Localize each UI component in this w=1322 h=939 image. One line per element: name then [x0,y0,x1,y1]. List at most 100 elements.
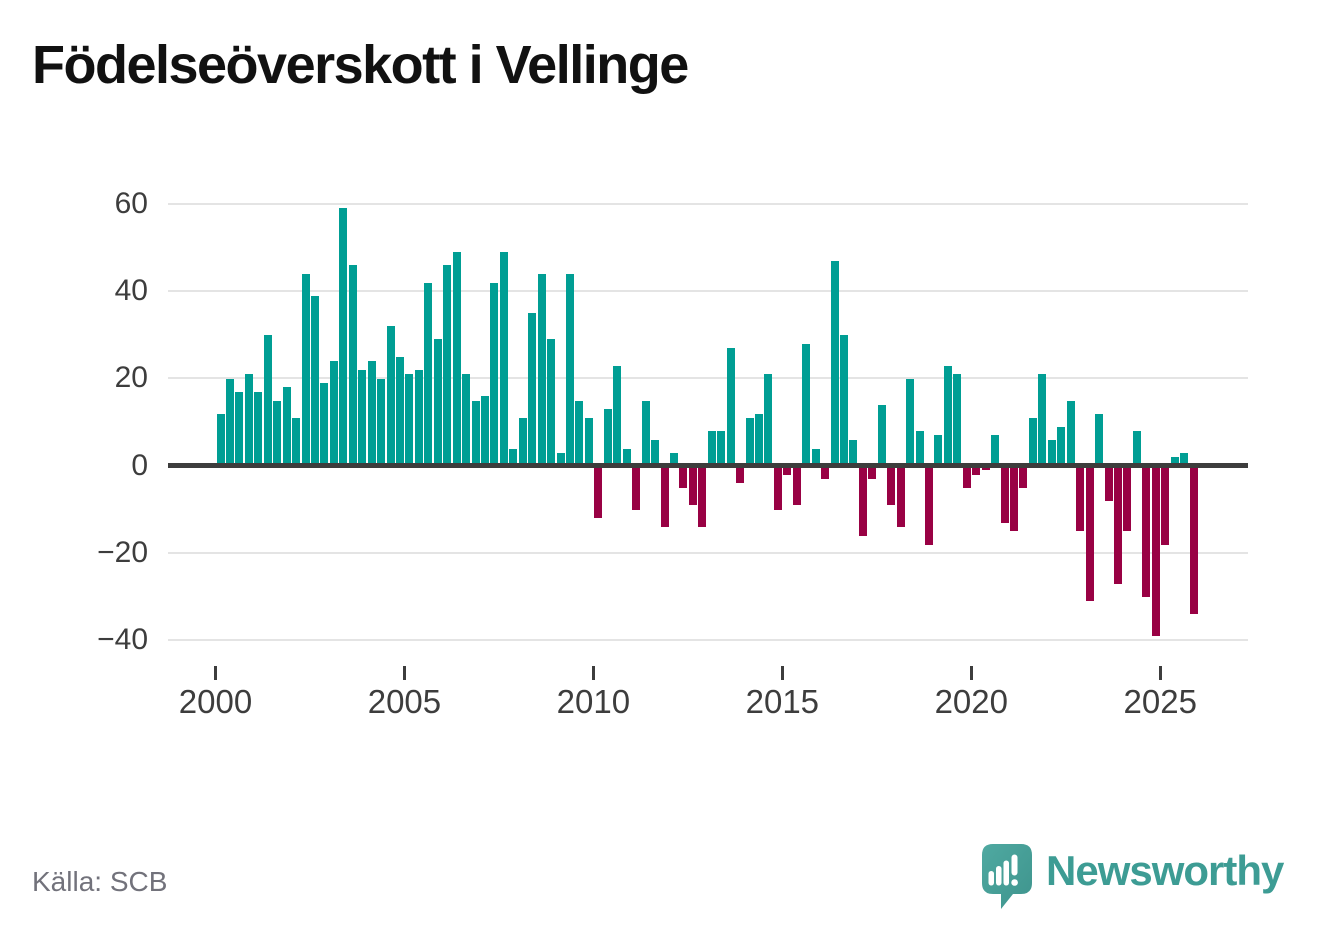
bar-2022Q3 [1067,400,1075,466]
bar-2006Q3 [462,374,470,466]
bar-2000Q4 [245,374,253,466]
bar-2023Q3 [1105,466,1113,501]
x-axis-tick-2010 [591,666,595,680]
bar-2010Q3 [613,365,621,466]
bar-2016Q4 [849,439,857,466]
bar-2000Q3 [235,391,243,466]
bar-2025Q3 [1180,452,1188,466]
bar-2015Q1 [783,466,791,475]
bar-2009Q1 [557,452,565,466]
bar-2012Q3 [689,466,697,506]
bar-2004Q4 [396,356,404,466]
bar-2019Q3 [953,374,961,466]
bar-2018Q1 [897,466,905,528]
bar-2020Q2 [982,466,990,471]
bar-2012Q2 [679,466,687,488]
gridline-y-20 [168,377,1248,380]
gridline-y--40 [168,639,1248,642]
x-axis-label-2005: 2005 [367,683,442,720]
bar-2025Q4 [1190,466,1198,615]
bar-2015Q4 [812,448,820,466]
bar-2008Q2 [528,313,536,466]
bar-2009Q2 [566,273,574,466]
bar-2011Q1 [632,466,640,510]
x-axis-tick-2020 [969,666,973,680]
bar-2000Q1 [217,413,225,466]
bar-2013Q2 [717,431,725,466]
bar-2010Q1 [594,466,602,519]
bar-2019Q2 [944,365,952,466]
newsworthy-speech-bubble-chart-icon [982,844,1032,909]
bar-2001Q1 [254,391,262,466]
bar-2018Q3 [916,431,924,466]
y-axis-label-40: 40 [114,273,148,307]
x-axis-tick-2015 [780,666,784,680]
logo-bar-3 [1003,860,1009,886]
gridline-y--20 [168,551,1248,554]
x-axis-label-2025: 2025 [1123,683,1197,720]
bar-2001Q4 [283,387,291,466]
x-axis-tick-2025 [1158,666,1162,680]
bar-2011Q2 [642,400,650,466]
source-note: Källa: SCB [32,866,168,897]
bar-2004Q1 [368,361,376,466]
bar-2007Q3 [500,252,508,466]
bar-2024Q3 [1142,466,1150,597]
bar-2019Q4 [963,466,971,488]
y-axis-label--20: −20 [97,535,148,569]
bar-2005Q2 [415,369,423,466]
bar-2008Q3 [538,273,546,466]
bar-2021Q1 [1010,466,1018,532]
bar-2006Q1 [443,265,451,466]
bar-2004Q3 [387,326,395,466]
bar-2020Q4 [1001,466,1009,523]
bar-2002Q1 [292,417,300,466]
bar-2017Q4 [887,466,895,506]
bar-2003Q1 [330,361,338,466]
x-axis-tick-2005 [402,666,406,680]
newsworthy-logo-text: Newsworthy [1046,847,1284,894]
chart-title: Födelseöverskott i Vellinge [32,35,689,95]
bar-2001Q3 [273,400,281,466]
y-axis-label-0: 0 [131,448,148,482]
bar-2017Q1 [859,466,867,536]
bar-2016Q2 [831,260,839,466]
bar-2006Q4 [472,400,480,466]
bar-2023Q2 [1095,413,1103,466]
bar-2002Q4 [320,383,328,466]
bar-2008Q4 [547,339,555,466]
bar-2024Q2 [1133,431,1141,466]
bar-2012Q1 [670,452,678,466]
bar-2010Q2 [604,409,612,466]
bar-2017Q3 [878,404,886,466]
bar-2005Q3 [424,282,432,466]
bar-2002Q2 [302,273,310,466]
x-axis-label-2015: 2015 [745,683,820,720]
bar-2025Q2 [1171,457,1179,466]
bar-2018Q4 [925,466,933,545]
bar-2008Q1 [519,417,527,466]
bar-2014Q1 [746,417,754,466]
bar-2012Q4 [698,466,706,528]
bar-2013Q4 [736,466,744,484]
bar-2002Q3 [311,295,319,466]
bar-2011Q3 [651,439,659,466]
bar-2004Q2 [377,378,385,466]
newsworthy-logo: Newsworthy [980,842,1284,912]
bar-2007Q1 [481,396,489,466]
bar-2003Q3 [349,265,357,466]
bar-2007Q4 [509,448,517,466]
gridline-y-60 [168,202,1248,205]
bar-2019Q1 [934,435,942,466]
logo-exclamation-dot [1011,879,1018,886]
bar-2015Q3 [802,343,810,466]
bar-2018Q2 [906,378,914,466]
zero-axis-line [168,463,1248,468]
bar-2006Q2 [453,252,461,466]
bar-2016Q3 [840,335,848,466]
x-axis-label-2020: 2020 [934,683,1008,720]
y-axis-label-60: 60 [114,186,148,220]
gridline-y-40 [168,289,1248,292]
bar-2024Q4 [1152,466,1160,637]
